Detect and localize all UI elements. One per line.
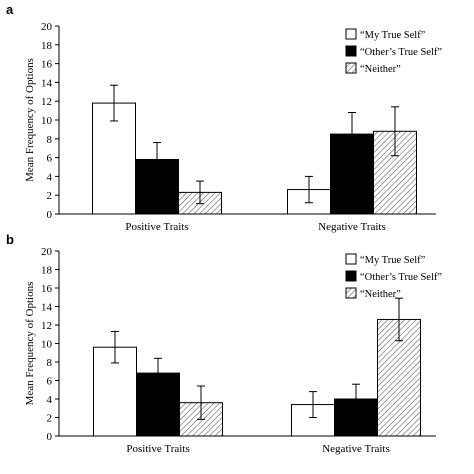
legend-swatch <box>345 28 357 40</box>
y-tick-label: 18 <box>41 265 53 277</box>
legend-entry: “Neither” <box>360 289 401 300</box>
y-tick-label: 8 <box>47 134 53 146</box>
y-tick-label: 4 <box>47 394 53 406</box>
panel-b-chart: b 0 2 4 6 8 10 12 14 16 18 20 Mean Frequency of Opti… <box>6 232 442 455</box>
legend-swatch <box>345 62 357 74</box>
y-tick-label: 10 <box>41 115 53 127</box>
x-category-label: Negative Traits <box>322 443 390 455</box>
y-tick-label: 6 <box>47 376 53 388</box>
bar <box>92 102 136 215</box>
legend-swatch <box>345 253 357 265</box>
y-tick-label: 20 <box>41 21 53 33</box>
y-tick-label: 12 <box>41 96 52 108</box>
legend-entry: “My True Self” <box>360 30 426 41</box>
y-tick-label: 14 <box>41 77 53 89</box>
y-tick-label: 18 <box>41 40 53 52</box>
y-tick-label: 0 <box>47 209 53 221</box>
x-category-label: Positive Traits <box>125 221 188 233</box>
panel-a-chart: a 0 2 4 6 8 10 12 14 16 18 20 Mean Frequency of Opti… <box>6 2 442 233</box>
y-tick-label: 0 <box>47 431 53 443</box>
y-tick-label: 2 <box>47 413 53 425</box>
y-tick-label: 6 <box>47 153 53 165</box>
y-axis-title: Mean Frequency of Options <box>24 282 36 406</box>
legend-entry: “Neither” <box>360 64 401 75</box>
y-tick-label: 20 <box>41 246 53 258</box>
panel-label: a <box>6 2 14 17</box>
y-tick-label: 2 <box>47 190 53 202</box>
y-tick-label: 10 <box>41 339 53 351</box>
legend-entry: “Other’s True Self” <box>360 47 442 58</box>
y-axis-title: Mean Frequency of Options <box>24 58 36 182</box>
y-tick-label: 12 <box>41 320 52 332</box>
y-tick-label: 16 <box>41 59 53 71</box>
legend-entry: “Other’s True Self” <box>360 272 442 283</box>
y-tick-label: 14 <box>41 302 53 314</box>
legend-swatch <box>345 45 357 57</box>
legend-entry: “My True Self” <box>360 255 426 266</box>
legend-swatch <box>345 270 357 282</box>
y-tick-label: 4 <box>47 171 53 183</box>
legend-swatch <box>345 287 357 299</box>
y-tick-label: 16 <box>41 283 53 295</box>
x-category-label: Negative Traits <box>318 221 386 233</box>
x-category-label: Positive Traits <box>126 443 189 455</box>
y-tick-label: 8 <box>47 357 53 369</box>
panel-label: b <box>6 232 14 247</box>
